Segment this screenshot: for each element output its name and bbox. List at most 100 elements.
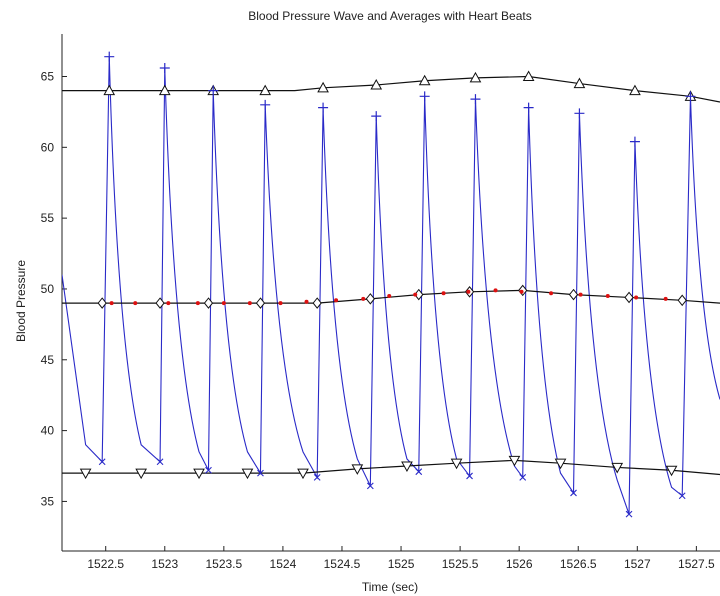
mean-dot xyxy=(605,294,610,299)
mean-marker xyxy=(97,297,107,309)
mean-marker xyxy=(255,297,266,309)
trough-marker xyxy=(366,482,374,490)
mean-dot xyxy=(578,292,583,297)
x-tick-label: 1525 xyxy=(388,557,415,571)
x-tick-label: 1524 xyxy=(270,557,297,571)
lower-marker xyxy=(508,455,521,467)
peak-marker xyxy=(685,91,696,102)
trough-marker xyxy=(625,510,633,518)
lower-marker xyxy=(665,465,678,477)
peak-marker xyxy=(104,51,115,62)
upper-marker xyxy=(259,84,272,96)
mean-marker xyxy=(677,294,687,307)
upper-marker xyxy=(629,84,641,96)
mean-dot xyxy=(361,296,366,301)
y-tick-label: 65 xyxy=(41,69,55,83)
y-tick-label: 35 xyxy=(41,494,55,508)
mean-dot xyxy=(109,301,114,306)
x-tick-label: 1523.5 xyxy=(205,557,242,571)
chart-title: Blood Pressure Wave and Averages with He… xyxy=(248,9,531,23)
lower-marker xyxy=(554,458,567,470)
peak-marker xyxy=(159,62,170,73)
lower-marker xyxy=(193,468,205,480)
peak-marker xyxy=(419,91,430,102)
y-tick-label: 40 xyxy=(41,424,55,438)
mean-dot xyxy=(549,291,554,296)
x-tick-label: 1527 xyxy=(624,557,651,571)
x-tick-label: 1523 xyxy=(151,557,178,571)
trough-marker xyxy=(156,458,164,466)
mean-marker xyxy=(155,297,165,309)
mean-dot xyxy=(304,299,309,304)
mean-dot xyxy=(634,295,639,300)
plot-area: 1522.5 1523 1523.5 1524 1524.5 1525 1525.5 1526… xyxy=(41,34,720,571)
x-tick-label: 1526 xyxy=(506,557,533,571)
trough-marker xyxy=(519,473,527,481)
peak-marker xyxy=(574,108,585,119)
upper-marker xyxy=(317,81,329,93)
peak-marker xyxy=(208,85,219,96)
mean-dot xyxy=(278,301,283,306)
upper-marker xyxy=(158,84,171,96)
trough-marker xyxy=(415,468,423,476)
peak-marker xyxy=(523,102,534,113)
mean-dot xyxy=(441,291,446,296)
x-tick-label: 1524.5 xyxy=(324,557,361,571)
upper-marker xyxy=(418,74,431,86)
upper-marker xyxy=(103,84,116,96)
lower-marker xyxy=(351,464,364,475)
y-axis-title: Blood Pressure xyxy=(14,260,28,342)
lower-marker xyxy=(450,458,463,470)
mean-dot xyxy=(387,294,392,299)
trough-marker xyxy=(570,489,577,497)
upper-marker xyxy=(469,71,482,83)
trough-marker xyxy=(98,458,106,466)
upper-marker xyxy=(370,78,383,90)
mean-dot xyxy=(334,298,339,303)
mean-marker xyxy=(568,288,579,301)
mean-dot xyxy=(133,301,138,306)
plot-series-group xyxy=(62,51,720,518)
mean-marker xyxy=(203,297,214,309)
y-tick-label: 60 xyxy=(41,140,55,154)
y-tick-label: 55 xyxy=(41,211,55,225)
mean-marker xyxy=(624,291,634,304)
lower-marker xyxy=(611,462,624,474)
x-tick-label: 1522.5 xyxy=(87,557,124,571)
series-line xyxy=(62,56,720,515)
upper-marker xyxy=(522,70,535,81)
trough-marker xyxy=(257,469,264,477)
mean-dot xyxy=(195,301,200,306)
peak-marker xyxy=(629,136,640,147)
mean-marker xyxy=(365,293,375,305)
mean-dot xyxy=(413,292,418,297)
lower-marker xyxy=(241,468,254,480)
x-tick-label: 1527.5 xyxy=(678,557,715,571)
mean-marker xyxy=(312,297,322,309)
peak-marker xyxy=(318,102,329,113)
mean-dot xyxy=(663,296,668,301)
peak-marker xyxy=(260,99,271,110)
mean-dot xyxy=(221,301,226,306)
mean-dot xyxy=(166,301,171,306)
mean-dot xyxy=(247,301,252,306)
trough-marker xyxy=(678,492,686,500)
lower-marker xyxy=(297,468,309,480)
lower-marker xyxy=(79,468,92,480)
trough-marker xyxy=(313,473,321,481)
peak-marker xyxy=(470,94,481,105)
trough-marker xyxy=(466,472,473,480)
x-tick-label: 1526.5 xyxy=(560,557,597,571)
x-tick-label: 1525.5 xyxy=(442,557,479,571)
lower-marker xyxy=(401,461,413,473)
series-line xyxy=(62,75,720,103)
upper-marker xyxy=(573,77,586,89)
trough-marker xyxy=(205,466,212,474)
x-axis-title: Time (sec) xyxy=(362,580,418,594)
y-tick-label: 45 xyxy=(41,353,55,367)
y-tick-label: 50 xyxy=(41,282,55,296)
mean-dot xyxy=(493,288,498,293)
lower-marker xyxy=(135,468,147,480)
mean-dot xyxy=(466,289,471,294)
